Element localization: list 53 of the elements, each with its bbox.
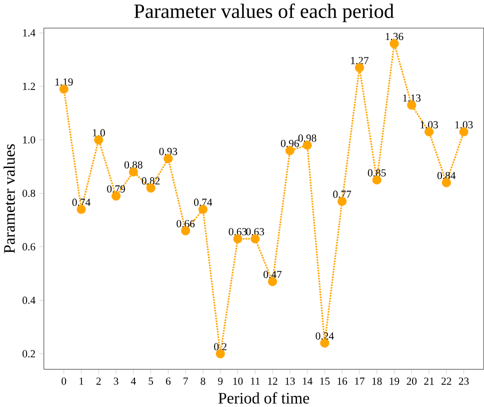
data-label: 0.88	[124, 161, 142, 168]
data-label: 0.93	[159, 148, 178, 156]
y-tick-label: 1.4	[23, 29, 36, 36]
x-tick-label: 13	[286, 378, 295, 385]
data-label: 0.47	[264, 270, 282, 278]
x-tick-label: 21	[424, 378, 434, 385]
y-axis-title: Parameter values	[4, 144, 15, 254]
x-tick-label: 14	[302, 378, 312, 385]
x-tick-label: 8	[200, 378, 206, 385]
x-tick-label: 2	[96, 378, 101, 385]
x-tick-label: 19	[390, 378, 400, 385]
data-label: 1.36	[386, 32, 404, 40]
x-tick-label: 22	[442, 378, 452, 385]
x-tick-label: 11	[250, 378, 260, 385]
x-axis-title: Period of time	[218, 392, 310, 404]
data-label: 0.96	[280, 140, 299, 148]
chart-title: Parameter values of each period	[134, 3, 394, 22]
data-label: 0.85	[368, 169, 386, 176]
data-label: 0.82	[142, 177, 160, 184]
data-label: 1.13	[403, 94, 421, 102]
y-tick-label: 0.4	[22, 296, 36, 304]
x-tick-label: 16	[338, 378, 348, 385]
x-tick-label: 18	[372, 378, 382, 385]
data-label: 1.27	[351, 56, 369, 64]
data-label: 1.03	[455, 121, 473, 128]
x-tick-label: 3	[114, 378, 118, 385]
data-label: 0.74	[194, 198, 212, 206]
y-tick-label: 0.8	[22, 190, 36, 197]
data-label: 0.84	[437, 172, 456, 180]
data-label: 0.98	[298, 134, 316, 142]
x-tick-label: 6	[166, 378, 171, 385]
y-tick-label: 0.2	[22, 350, 35, 358]
x-tick-label: 17	[355, 378, 365, 385]
x-tick-label: 15	[320, 378, 330, 385]
x-tick-label: 5	[148, 378, 154, 385]
data-label: 0.63	[228, 228, 247, 236]
data-label: 1.19	[55, 78, 73, 86]
y-tick-label: 1.0	[23, 136, 36, 144]
data-label: 0.77	[333, 190, 352, 198]
y-tick-label: 1.2	[23, 82, 35, 90]
x-tick-label: 4	[130, 378, 136, 385]
data-label: 1.03	[420, 121, 438, 128]
data-label: 1.0	[92, 129, 105, 136]
x-tick-label: 10	[233, 378, 243, 385]
x-tick-label: 20	[406, 378, 417, 385]
x-tick-label: 7	[184, 378, 188, 385]
y-tick-label: 0.6	[22, 243, 36, 250]
x-tick-label: 23	[458, 378, 469, 385]
x-tick-label: 12	[268, 378, 278, 385]
x-tick-label: 9	[218, 378, 223, 385]
x-tick-label: 0	[62, 378, 66, 385]
x-tick-label: 1	[80, 378, 84, 385]
data-label: 0.63	[246, 228, 264, 236]
